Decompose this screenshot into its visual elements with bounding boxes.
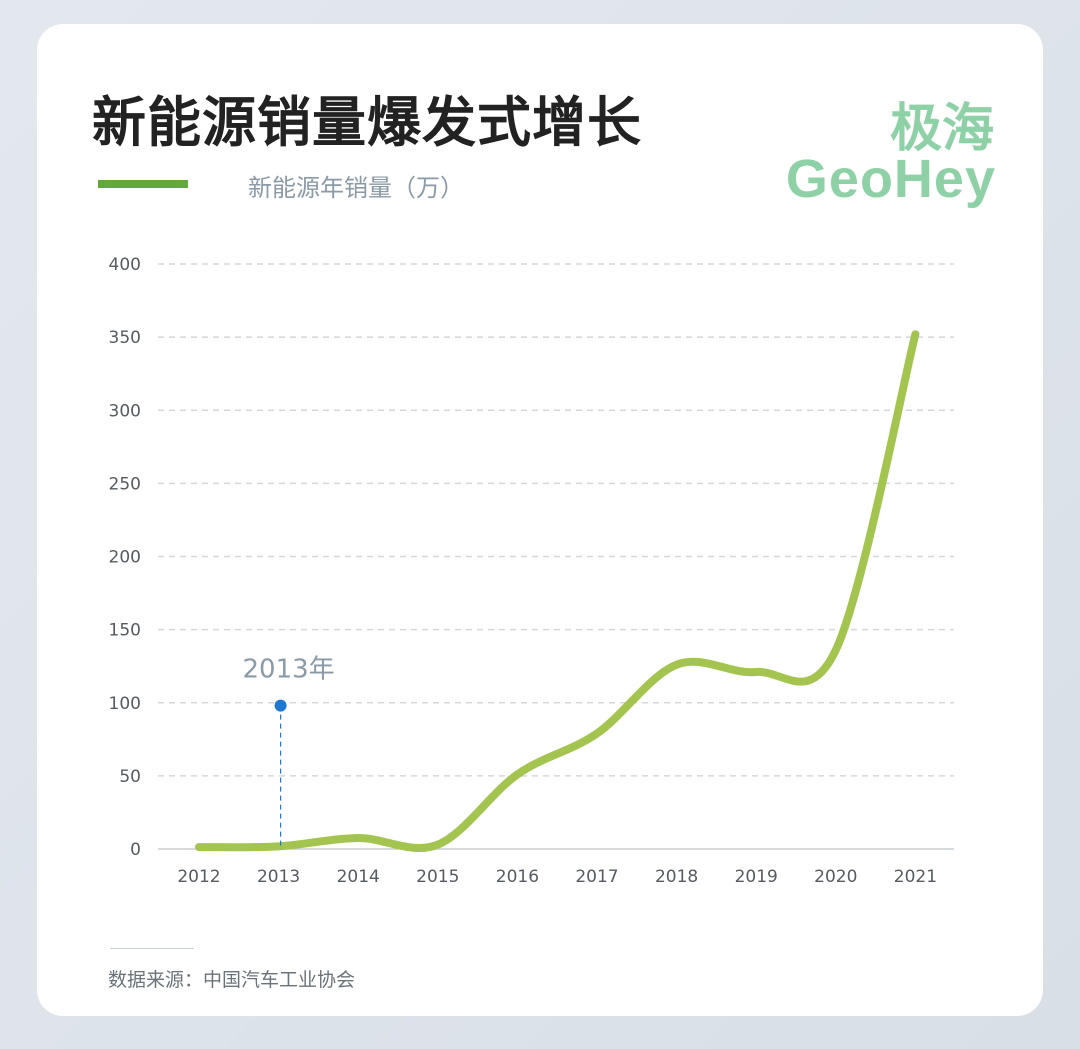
- brand-logo-en: GeoHey: [785, 149, 996, 209]
- data-point-2012: [195, 843, 203, 851]
- x-tick-label: 2013: [257, 867, 300, 887]
- brand-logo-cn: 极海: [889, 99, 994, 159]
- x-tick-label: 2021: [894, 867, 937, 887]
- y-tick-label: 100: [109, 694, 141, 714]
- data-point-2018: [673, 661, 681, 669]
- x-tick-label: 2019: [735, 867, 778, 887]
- data-point-2016: [513, 770, 521, 778]
- data-point-2015: [434, 841, 442, 849]
- y-tick-label: 300: [109, 401, 141, 421]
- y-tick-label: 50: [119, 767, 141, 787]
- x-tick-label: 2012: [177, 867, 220, 887]
- series-line: [195, 330, 920, 852]
- annotation-label: 2013年: [243, 655, 335, 685]
- source-note: 数据来源：中国汽车工业协会: [108, 969, 356, 991]
- x-tick-label: 2015: [416, 867, 459, 887]
- y-tick-label: 350: [109, 328, 141, 348]
- data-point-2021: [911, 330, 919, 338]
- legend-swatch: [98, 180, 188, 188]
- data-point-2014: [354, 834, 362, 842]
- y-tick-label: 150: [109, 621, 141, 641]
- y-tick-label: 250: [109, 474, 141, 494]
- x-tick-label: 2016: [496, 867, 539, 887]
- data-point-2013: [275, 842, 283, 850]
- x-tick-label: 2018: [655, 867, 698, 887]
- x-tick-label: 2020: [814, 867, 857, 887]
- data-point-2017: [593, 729, 601, 737]
- x-tick-label: 2017: [575, 867, 618, 887]
- source-divider: [110, 948, 194, 949]
- data-point-2020: [832, 646, 840, 654]
- x-tick-label: 2014: [337, 867, 380, 887]
- annotation-dot: [274, 699, 287, 712]
- y-tick-label: 0: [130, 840, 141, 860]
- page-title: 新能源销量爆发式增长: [92, 91, 642, 154]
- data-point-2019: [752, 668, 760, 676]
- legend-label: 新能源年销量（万）: [248, 174, 464, 202]
- y-tick-label: 400: [109, 255, 141, 275]
- y-tick-label: 200: [109, 548, 141, 568]
